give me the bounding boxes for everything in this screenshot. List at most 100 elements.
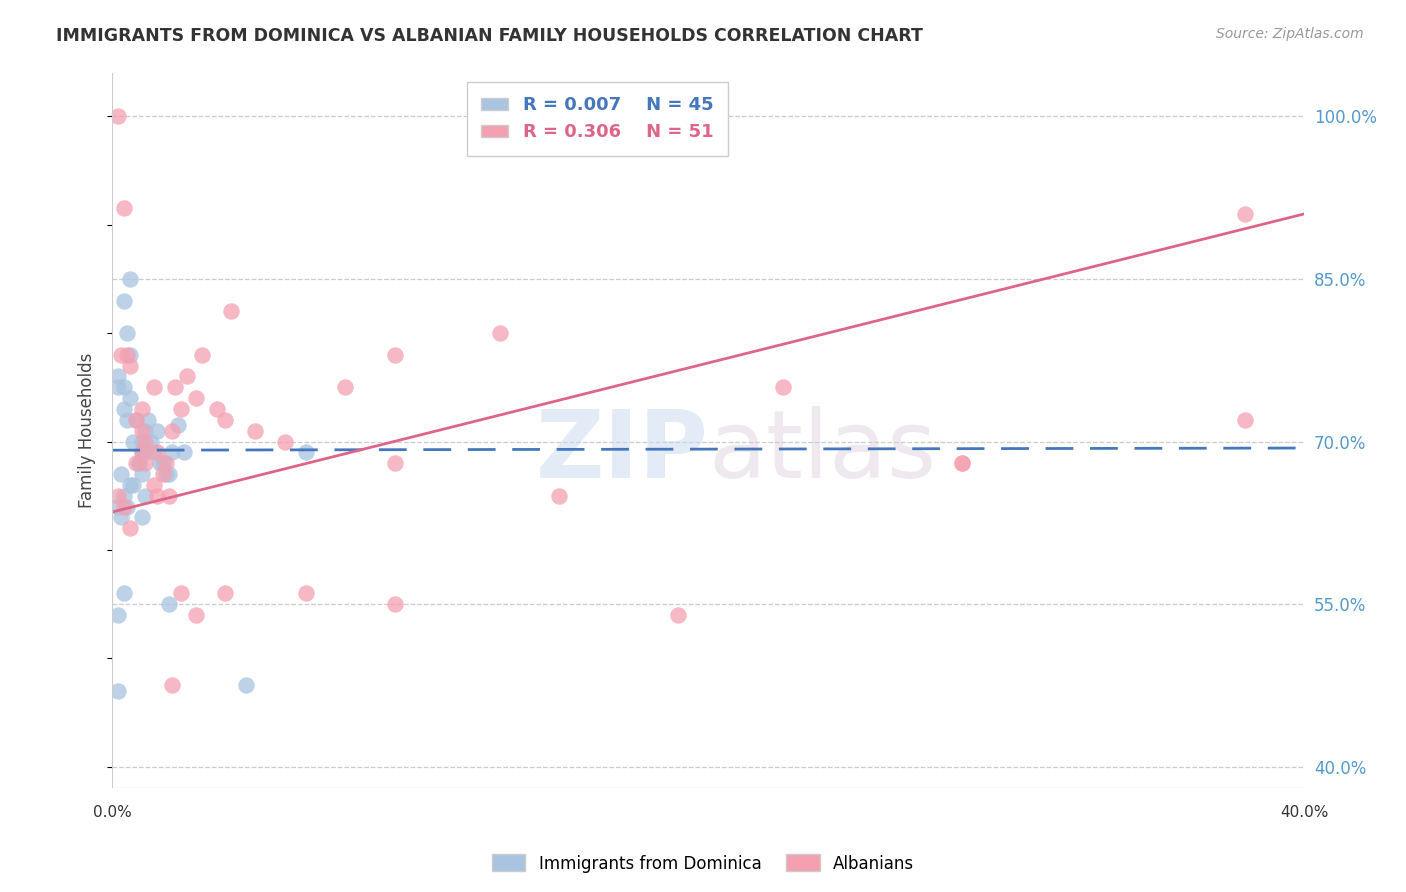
Point: [128, 456, 150, 470]
Point: [125, 413, 148, 427]
Point: [184, 607, 207, 622]
Point: [139, 434, 162, 449]
Point: [115, 413, 138, 427]
Y-axis label: Family Households: Family Households: [79, 353, 96, 508]
Point: [160, 678, 183, 692]
Point: [143, 445, 166, 459]
Point: [112, 402, 135, 417]
Point: [115, 500, 138, 514]
Point: [384, 456, 406, 470]
Text: Source: ZipAtlas.com: Source: ZipAtlas.com: [1216, 27, 1364, 41]
Point: [157, 467, 180, 481]
Point: [149, 456, 172, 470]
Point: [950, 456, 973, 470]
Point: [146, 489, 169, 503]
Point: [157, 489, 180, 503]
Point: [143, 478, 166, 492]
Text: ZIP: ZIP: [536, 406, 709, 498]
Point: [131, 467, 153, 481]
Text: atlas: atlas: [709, 406, 936, 498]
Point: [120, 521, 142, 535]
Point: [136, 413, 159, 427]
Point: [112, 500, 135, 514]
Text: 40.0%: 40.0%: [1279, 805, 1329, 820]
Point: [120, 272, 142, 286]
Point: [120, 478, 142, 492]
Point: [125, 413, 148, 427]
Point: [122, 478, 145, 492]
Point: [107, 109, 129, 123]
Point: [115, 348, 138, 362]
Point: [214, 586, 236, 600]
Point: [668, 109, 690, 123]
Point: [131, 424, 153, 438]
Point: [131, 434, 153, 449]
Point: [245, 424, 267, 438]
Point: [143, 380, 166, 394]
Point: [295, 586, 318, 600]
Point: [146, 445, 169, 459]
Point: [122, 434, 145, 449]
Point: [274, 434, 297, 449]
Point: [221, 304, 243, 318]
Point: [134, 424, 156, 438]
Point: [120, 391, 142, 405]
Point: [184, 391, 207, 405]
Point: [110, 510, 132, 524]
Point: [152, 456, 174, 470]
Point: [170, 586, 193, 600]
Point: [115, 326, 138, 340]
Point: [772, 380, 794, 394]
Point: [134, 489, 156, 503]
Point: [190, 348, 212, 362]
Point: [134, 456, 156, 470]
Point: [107, 683, 129, 698]
Point: [146, 424, 169, 438]
Point: [112, 293, 135, 308]
Point: [384, 348, 406, 362]
Point: [107, 369, 129, 384]
Point: [110, 467, 132, 481]
Point: [333, 380, 356, 394]
Point: [173, 445, 195, 459]
Point: [235, 678, 257, 692]
Point: [155, 456, 177, 470]
Legend: Immigrants from Dominica, Albanians: Immigrants from Dominica, Albanians: [485, 847, 921, 880]
Legend: R = 0.007    N = 45, R = 0.306    N = 51: R = 0.007 N = 45, R = 0.306 N = 51: [467, 82, 728, 156]
Point: [160, 445, 183, 459]
Point: [110, 348, 132, 362]
Point: [112, 489, 135, 503]
Point: [107, 500, 129, 514]
Point: [205, 402, 228, 417]
Point: [152, 467, 174, 481]
Point: [214, 413, 236, 427]
Point: [1233, 207, 1256, 221]
Text: 0.0%: 0.0%: [93, 805, 132, 820]
Point: [112, 586, 135, 600]
Point: [107, 489, 129, 503]
Point: [176, 369, 198, 384]
Point: [107, 607, 129, 622]
Point: [125, 456, 148, 470]
Point: [134, 445, 156, 459]
Point: [131, 445, 153, 459]
Point: [131, 510, 153, 524]
Point: [134, 434, 156, 449]
Point: [548, 489, 571, 503]
Point: [163, 380, 186, 394]
Point: [1233, 413, 1256, 427]
Point: [950, 456, 973, 470]
Point: [488, 326, 510, 340]
Point: [155, 467, 177, 481]
Point: [120, 359, 142, 373]
Point: [112, 380, 135, 394]
Point: [668, 607, 690, 622]
Point: [295, 445, 318, 459]
Point: [131, 445, 153, 459]
Point: [128, 456, 150, 470]
Point: [112, 202, 135, 216]
Point: [107, 380, 129, 394]
Point: [384, 597, 406, 611]
Point: [157, 597, 180, 611]
Text: IMMIGRANTS FROM DOMINICA VS ALBANIAN FAMILY HOUSEHOLDS CORRELATION CHART: IMMIGRANTS FROM DOMINICA VS ALBANIAN FAM…: [56, 27, 924, 45]
